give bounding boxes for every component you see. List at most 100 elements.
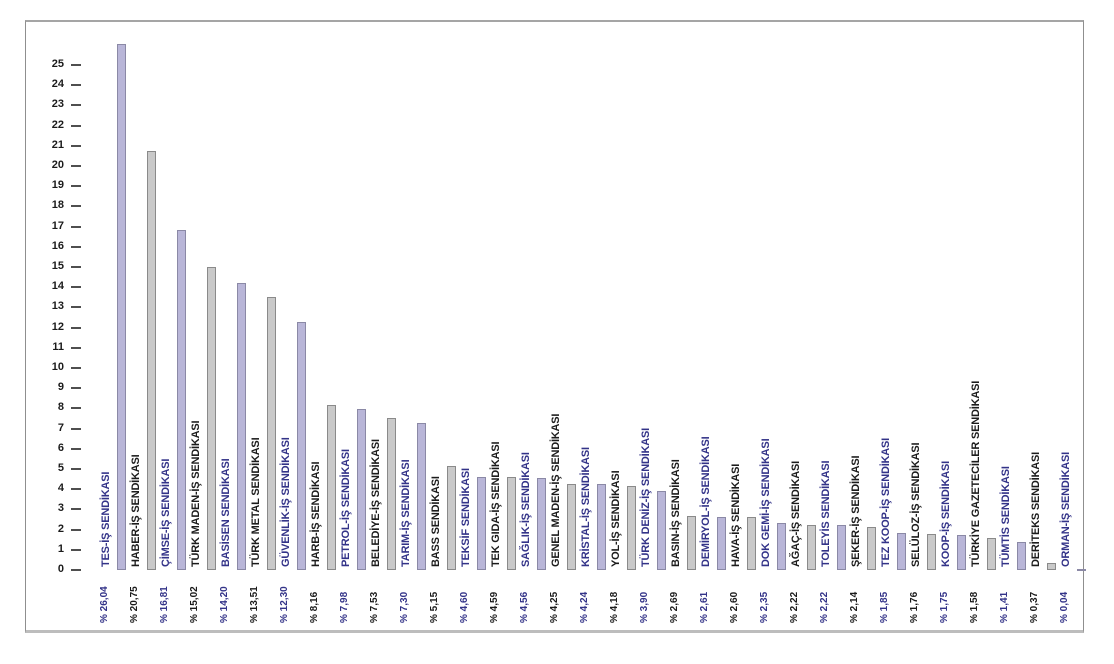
bar [447,466,456,570]
bar [927,534,936,570]
bar [687,516,696,570]
y-axis-tick-mark [71,104,81,107]
bar [807,525,816,570]
bar-name-label: KOOP-İŞ SENDİKASI [940,460,952,567]
bar-name-label: TOLEYİS SENDİKASI [820,460,832,567]
bar-name-label: ORMAN-İŞ SENDİKASI [1060,452,1072,567]
bar-value-label: % 1,41 [999,591,1010,623]
bar-name-label: TEK GIDA-İŞ SENDİKASI [490,441,502,567]
y-axis-tick-label: 4 [57,482,64,495]
bar-name-label: TÜMTİS SENDİKASI [1000,466,1012,567]
bar-name-label: HABER-İŞ SENDİKASI [130,454,142,567]
bar-value-label: % 7,30 [399,591,410,623]
y-axis-tick-mark [71,144,81,147]
bar [627,486,636,570]
bar-value-label: % 2,22 [789,591,800,623]
bar-value-label: % 1,75 [939,591,950,623]
bar [717,517,726,570]
bar [897,533,906,570]
y-axis-tick-mark [71,508,81,511]
bar-value-label: % 2,60 [729,591,740,623]
bar [777,523,786,570]
y-axis-tick-label: 13 [51,300,64,313]
bar-value-label: % 12,30 [279,586,290,623]
y-axis-tick-mark [71,64,81,66]
bar-name-label: DERİTEKS SENDİKASI [1030,452,1042,567]
y-axis-tick-label: 23 [51,98,64,111]
bar-value-label: % 0,37 [1029,591,1040,623]
bar [1047,563,1056,570]
bar-value-label: % 4,24 [579,591,590,623]
y-axis-tick-mark [71,528,81,531]
y-axis-tick-mark [71,488,81,491]
y-axis-tick-mark [71,447,81,450]
y-axis-tick-label: 3 [57,502,64,515]
y-axis-tick-mark [71,124,81,127]
bar-name-label: BASS SENDİKASI [430,476,442,567]
bar-value-label: % 16,81 [159,586,170,623]
bar [417,423,426,570]
bar-value-label: % 7,53 [369,591,380,623]
y-axis-tick-label: 10 [51,361,64,373]
y-axis-tick-label: 11 [52,340,64,353]
y-axis-tick-label: 22 [51,118,64,131]
y-axis-tick-mark [71,427,81,430]
bar-name-label: TÜRK METAL SENDİKASI [250,437,262,567]
bar [597,484,606,570]
bar-value-label: % 1,58 [969,591,980,623]
bar-value-label: % 20,75 [129,586,140,623]
bar-value-label: % 2,61 [699,591,710,623]
bar [867,527,876,570]
bar-value-label: % 4,60 [459,591,470,623]
bar-value-label: % 4,25 [549,591,560,623]
y-axis-tick-label: 20 [51,159,64,171]
y-axis-tick-mark [71,326,81,329]
bar-value-label: % 1,85 [879,591,890,623]
y-axis-tick-mark [71,346,81,349]
y-axis-tick-mark [71,569,81,571]
y-axis-tick-label: 17 [51,219,64,232]
bar [837,525,846,570]
bar-name-label: GENEL MADEN-İŞ SENDİKASI [550,413,562,567]
bar-name-label: BASİSEN SENDİKASI [220,458,232,567]
bar-value-label: % 4,18 [609,591,620,623]
bar [747,517,756,570]
bar-name-label: TÜRK DENİZ-İŞ SENDİKASI [640,427,652,567]
y-axis-tick-label: 21 [51,138,64,151]
bar [987,538,996,570]
bar [267,297,276,570]
bar [477,477,486,570]
bar-name-label: SAĞLIK-İŞ SENDİKASI [520,452,532,567]
bar-value-label: % 26,04 [99,586,110,623]
y-axis-tick-mark [71,245,81,248]
plot-area: 0 1 2 3 4 5 6 7 8 9 10 11 12 13 14 15 16 17 18 19 20 21 22 23 24… [26,22,1086,630]
y-axis-tick-label: 15 [51,260,64,272]
bar-value-label: % 14,20 [219,586,230,623]
bar-value-label: % 2,35 [759,591,770,623]
bar [957,535,966,570]
bar [657,491,666,570]
bar-value-label: % 7,98 [339,591,350,623]
bar-name-label: GÜVENLİK-İŞ SENDİKASI [280,437,292,567]
bar [297,322,306,570]
bar [537,478,546,570]
y-axis-tick-label: 14 [51,280,64,293]
y-axis-tick-label: 9 [57,381,64,394]
bar [147,151,156,570]
y-axis-tick-label: 18 [51,199,64,212]
y-axis-tick-label: 5 [57,462,64,474]
y-axis-tick-label: 24 [51,78,64,91]
bar-name-label: DEMİRYOL-İŞ SENDİKASI [700,436,712,567]
y-axis-tick-label: 19 [51,179,64,192]
y-axis-tick-mark [71,548,81,551]
y-axis-tick-mark [71,165,81,167]
bar-value-label: % 15,02 [189,586,200,623]
bar-name-label: SELÜLOZ-İŞ SENDİKASI [910,442,922,567]
bar [1077,569,1086,571]
y-axis-tick-label: 0 [57,563,64,575]
y-axis-tick-mark [71,468,81,470]
bar-name-label: HARB-İŞ SENDİKASI [310,461,322,567]
bar-value-label: % 4,59 [489,591,500,623]
bar [387,418,396,570]
bar-name-label: BELEDİYE-İŞ SENDİKASI [370,439,382,567]
